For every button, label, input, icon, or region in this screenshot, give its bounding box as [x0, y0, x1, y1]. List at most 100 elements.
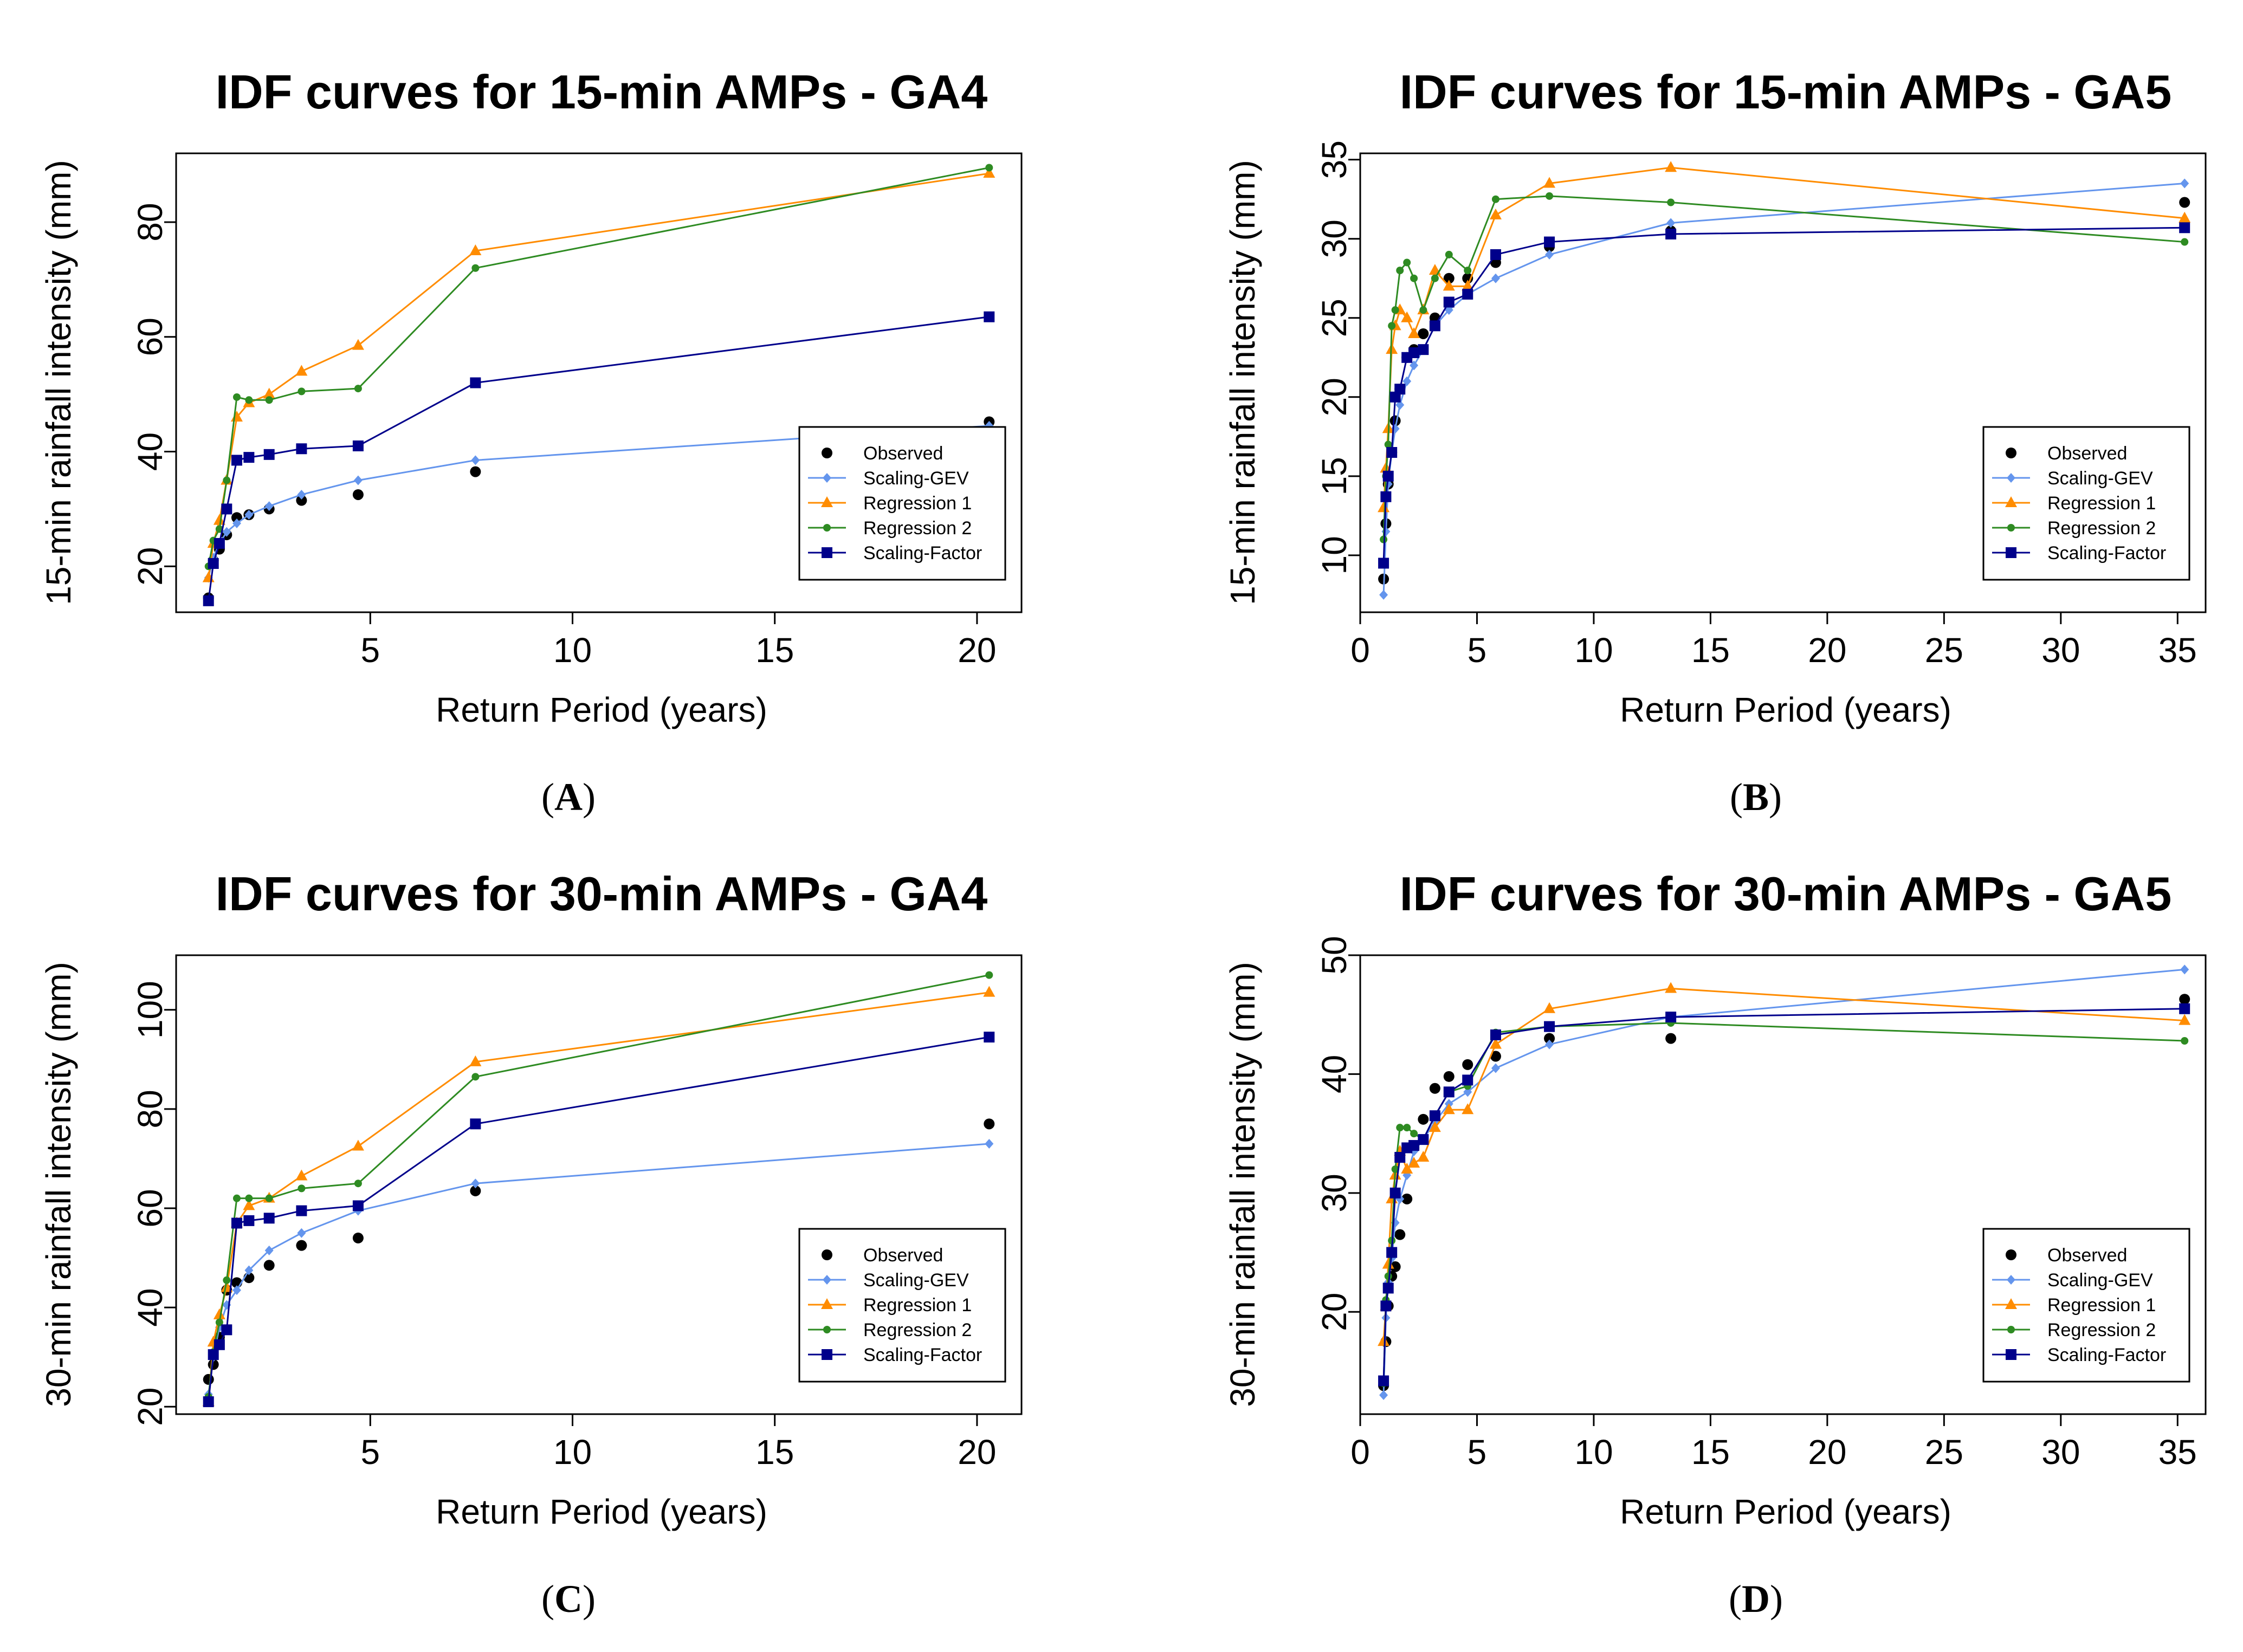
panel-a-plot-frame: [175, 152, 1023, 613]
panel-c-plot-frame: [175, 954, 1023, 1415]
regression-2-point: [215, 1318, 223, 1326]
observed-point: [1389, 1261, 1401, 1272]
scaling-factor-point: [1544, 1021, 1555, 1032]
regression-1-point: [352, 1139, 364, 1151]
regression-2-point: [1431, 274, 1439, 282]
legend-label-regression-1: Regression 1: [863, 493, 972, 514]
scaling-factor-point: [1408, 347, 1420, 359]
scaling-gev-point: [471, 455, 480, 465]
legend-label-scaling-factor: Scaling-Factor: [863, 543, 982, 563]
panel-c-legend: Observed Scaling-GEV Regression 1 Regressio…: [798, 1228, 1006, 1383]
scaling-factor-point: [231, 455, 242, 466]
legend-scaling-factor-marker: [2006, 547, 2016, 558]
regression-2-point: [298, 387, 306, 396]
scaling-factor-point: [1378, 1375, 1389, 1387]
regression-2-point: [1546, 192, 1554, 200]
panel-b-marks: [1378, 161, 2191, 600]
legend-scaling-gev-marker: [2007, 1275, 2015, 1285]
scaling-factor-point: [1386, 1247, 1398, 1258]
regression-2-point: [1403, 1124, 1411, 1132]
legend-regression-2-marker: [823, 1326, 831, 1333]
regression-2-point: [1396, 1124, 1404, 1132]
scaling-factor-point: [1389, 1187, 1401, 1198]
scaling-factor-point: [1490, 249, 1501, 260]
scaling-gev-point: [2180, 178, 2189, 189]
scaling-gev-point: [1666, 218, 1676, 228]
scaling-factor-point: [243, 452, 255, 463]
legend-label-observed: Observed: [2047, 1245, 2127, 1266]
regression-2-point: [1667, 198, 1675, 206]
y-tick-label: 60: [131, 1189, 170, 1227]
x-tick-label: 5: [360, 1433, 380, 1472]
x-tick-label: 15: [755, 631, 794, 670]
scaling-gev-point: [1463, 1087, 1472, 1097]
legend-label-regression-1: Regression 1: [863, 1295, 972, 1316]
y-tick-label: 20: [1315, 378, 1354, 416]
legend-scaling-factor-marker: [822, 547, 832, 558]
y-tick-label: 40: [1315, 1055, 1354, 1093]
legend-scaling-gev-marker: [823, 473, 831, 483]
scaling-factor-point: [1394, 1152, 1406, 1163]
scaling-factor-point: [1408, 1140, 1420, 1151]
panel-c-ticks: 5 10 15 20 20 40 60 80 100: [131, 981, 996, 1472]
regression-1-point: [352, 339, 364, 350]
legend-regression-1-marker: [2005, 496, 2017, 507]
scaling-gev-point: [222, 527, 231, 537]
legend-regression-2-marker: [823, 524, 831, 532]
x-tick-label: 5: [1468, 1433, 1487, 1472]
scaling-factor-point: [221, 1324, 232, 1336]
scaling-factor-point: [1378, 558, 1389, 569]
regression-2-point: [985, 971, 993, 979]
y-tick-label: 20: [131, 547, 170, 586]
panel-b-y-axis-label: 15-min rainfall intensity (mm): [1223, 160, 1262, 605]
regression-1-point: [469, 244, 482, 255]
scaling-factor-point: [1429, 320, 1440, 332]
observed-point: [1443, 273, 1455, 284]
y-tick-label: 80: [131, 203, 170, 241]
x-tick-label: 0: [1350, 631, 1370, 670]
regression-1-point: [1401, 311, 1413, 322]
scaling-factor-point: [243, 1215, 255, 1226]
panel-b-x-axis-label: Return Period (years): [1620, 690, 1951, 729]
scaling-factor-point: [1418, 1134, 1429, 1145]
x-tick-label: 0: [1350, 1433, 1370, 1472]
regression-1-point: [1665, 982, 1677, 993]
regression-1-point: [1462, 1103, 1474, 1115]
regression-1-point: [1408, 1157, 1420, 1168]
observed-point: [1394, 1229, 1406, 1240]
regression-2-point: [1410, 1130, 1418, 1138]
scaling-factor-point: [1443, 1086, 1455, 1098]
regression-2-point: [354, 385, 362, 393]
regression-2-point: [1403, 258, 1411, 267]
regression-2-point: [1380, 535, 1388, 543]
scaling-factor-point: [231, 1217, 242, 1229]
x-tick-label: 5: [1468, 631, 1487, 670]
observed-point: [1665, 1033, 1677, 1044]
observed-point: [1418, 328, 1429, 339]
regression-2-point: [1445, 250, 1453, 258]
regression-1-point: [1543, 1002, 1556, 1013]
regression-2-point: [232, 393, 241, 401]
regression-1-point: [295, 365, 308, 376]
scaling-factor-point: [1394, 384, 1406, 395]
panel-c-marks: [202, 971, 996, 1408]
observed-point: [1443, 1071, 1455, 1082]
regression-2-point: [245, 1194, 253, 1202]
observed-point: [352, 489, 364, 500]
scaling-gev-point: [1545, 1039, 1554, 1049]
scaling-factor-point: [1462, 1074, 1473, 1086]
panel-a-x-axis-label: Return Period (years): [436, 690, 767, 729]
observed-point: [1544, 1033, 1555, 1044]
y-tick-label: 80: [131, 1090, 170, 1128]
legend-label-scaling-factor: Scaling-Factor: [2047, 543, 2166, 563]
scaling-factor-point: [470, 377, 481, 388]
x-tick-label: 10: [1574, 1433, 1613, 1472]
legend-label-regression-1: Regression 1: [2047, 1295, 2156, 1316]
regression-1-point: [1665, 161, 1677, 172]
y-tick-label: 40: [131, 432, 170, 471]
regression-1-point: [469, 1055, 482, 1066]
legend-label-regression-2: Regression 2: [2047, 1320, 2156, 1340]
legend-label-observed: Observed: [863, 443, 943, 464]
y-tick-label: 100: [131, 981, 170, 1039]
panel-d-legend: Observed Scaling-GEV Regression 1 Regressio…: [1982, 1228, 2190, 1383]
